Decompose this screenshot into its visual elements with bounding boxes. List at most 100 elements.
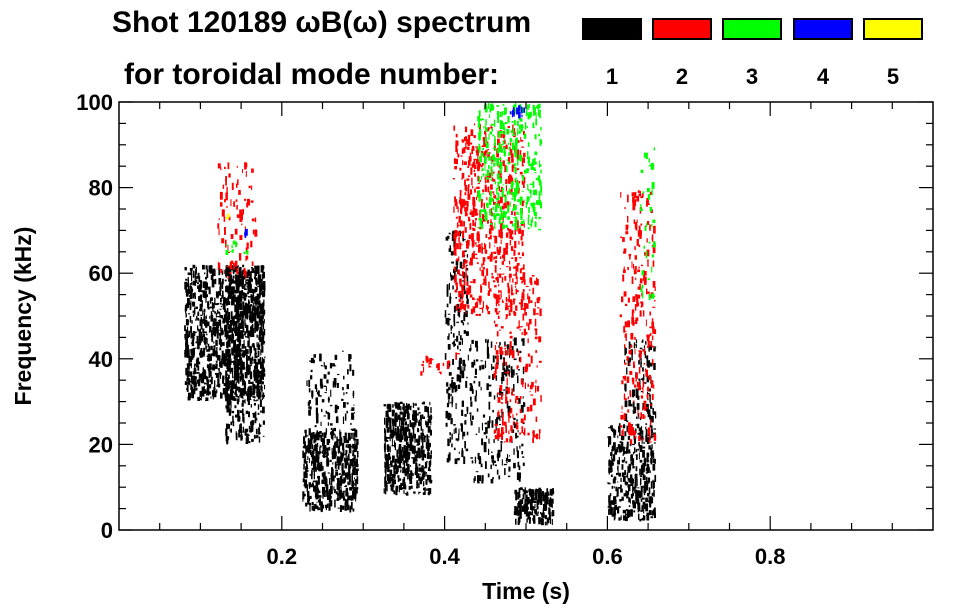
spectrum-speck (334, 499, 336, 508)
spectrum-speck (508, 455, 510, 457)
spectrum-speck (653, 432, 656, 435)
spectrum-speck (241, 223, 243, 226)
spectrum-speck (630, 478, 634, 486)
spectrum-speck (458, 451, 460, 454)
spectrum-speck (418, 491, 421, 493)
spectrum-speck (528, 512, 531, 516)
spectrum-speck (251, 218, 255, 222)
spectrum-speck (230, 290, 234, 293)
spectrum-speck (398, 444, 402, 450)
spectrum-speck (633, 406, 637, 414)
spectrum-speck (229, 278, 233, 285)
spectrum-speck (231, 337, 234, 342)
spectrum-speck (345, 500, 347, 505)
spectrum-speck (537, 109, 541, 117)
spectrum-speck (616, 450, 618, 453)
spectrum-speck (325, 410, 328, 414)
spectrum-speck (338, 480, 341, 484)
spectrum-speck (207, 286, 211, 290)
spectrum-speck (343, 402, 346, 408)
spectrum-speck (495, 419, 498, 426)
spectrum-speck (421, 475, 423, 482)
spectrum-speck (473, 169, 475, 172)
spectrum-speck (494, 235, 498, 244)
spectrum-speck (614, 514, 616, 519)
spectrum-speck (623, 251, 627, 254)
spectrum-speck (651, 234, 654, 242)
spectrum-speck (469, 261, 472, 266)
spectrum-speck (312, 480, 316, 483)
spectrum-speck (504, 137, 505, 141)
spectrum-speck (262, 406, 265, 414)
spectrum-speck (252, 395, 255, 398)
spectrum-speck (315, 447, 318, 454)
spectrum-speck (490, 254, 492, 259)
spectrum-speck (194, 376, 197, 384)
spectrum-speck (258, 300, 261, 307)
spectrum-region-mode-1 (306, 350, 355, 428)
spectrum-speck (478, 313, 481, 316)
spectrum-speck (501, 413, 504, 419)
spectrum-speck (653, 384, 655, 389)
spectrum-speck (315, 458, 318, 463)
spectrum-speck (637, 495, 639, 498)
spectrum-speck (491, 276, 494, 279)
spectrum-speck (194, 363, 197, 366)
spectrum-speck (226, 317, 229, 326)
spectrum-speck (460, 423, 463, 426)
spectrum-speck (509, 240, 512, 246)
spectrum-speck (329, 477, 331, 484)
spectrum-speck (471, 361, 474, 368)
spectrum-speck (314, 493, 318, 498)
spectrum-speck (651, 492, 655, 496)
spectrum-speck (652, 345, 654, 348)
spectrum-speck (222, 388, 225, 395)
spectrum-speck (246, 286, 248, 288)
spectrum-speck (501, 188, 505, 191)
spectrum-speck (652, 326, 655, 334)
spectrum-speck (333, 451, 337, 457)
spectrum-speck (487, 421, 490, 429)
spectrum-speck (633, 361, 635, 369)
spectrum-speck (225, 285, 229, 289)
spectrum-speck (421, 363, 424, 367)
spectrum-speck (513, 217, 516, 219)
spectrum-speck (508, 347, 511, 353)
spectrum-speck (390, 476, 393, 482)
spectrum-speck (643, 441, 645, 444)
spectrum-speck (637, 448, 640, 451)
spectrum-speck (476, 298, 480, 301)
spectrum-speck (405, 467, 409, 473)
spectrum-speck (215, 360, 218, 363)
spectrum-speck (214, 297, 216, 305)
spectrum-speck (236, 268, 239, 275)
spectrum-speck (187, 288, 191, 295)
spectrum-speck (230, 389, 232, 398)
spectrum-speck (639, 356, 641, 361)
spectrum-speck (251, 438, 254, 442)
spectrum-speck (463, 314, 466, 322)
spectrum-speck (528, 297, 531, 304)
spectrum-speck (499, 268, 501, 270)
spectrum-speck (325, 455, 328, 458)
spectrum-speck (405, 453, 408, 461)
spectrum-speck (244, 312, 247, 315)
spectrum-speck (185, 278, 188, 281)
spectrum-speck (517, 510, 520, 516)
spectrum-speck (191, 353, 194, 360)
spectrum-speck (226, 439, 229, 445)
spectrum-speck (499, 329, 501, 331)
spectrum-speck (519, 506, 522, 514)
spectrum-speck (478, 145, 481, 153)
spectrum-speck (209, 370, 212, 377)
spectrum-speck (634, 320, 638, 324)
spectrum-speck (347, 481, 350, 486)
spectrum-speck (258, 389, 260, 393)
spectrum-speck (477, 226, 479, 229)
spectrum-speck (227, 380, 229, 382)
spectrum-speck (259, 287, 261, 296)
spectrum-speck (239, 410, 243, 413)
spectrum-speck (231, 182, 234, 190)
spectrum-speck (242, 169, 243, 173)
spectrum-speck (620, 488, 623, 493)
